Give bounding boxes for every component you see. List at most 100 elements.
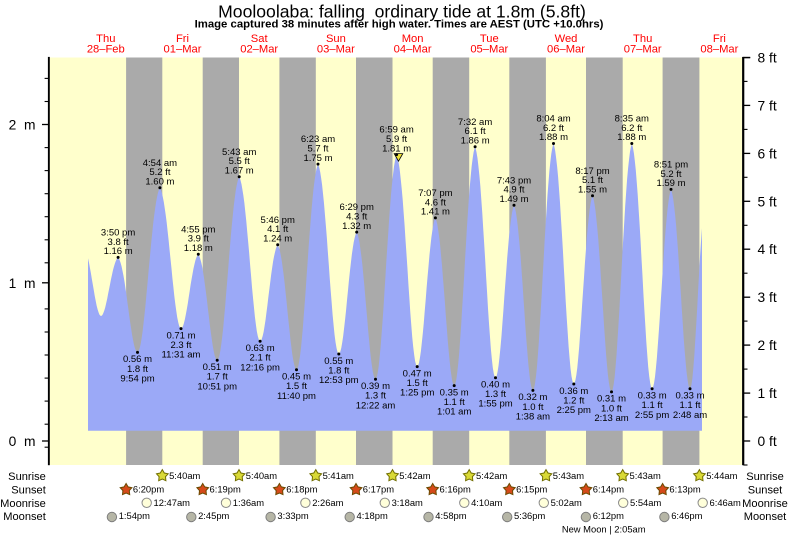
svg-text:2:48 am: 2:48 am xyxy=(673,410,707,421)
svg-text:Mon: Mon xyxy=(402,33,424,45)
svg-text:03–Mar: 03–Mar xyxy=(317,44,355,56)
svg-text:4:18pm: 4:18pm xyxy=(357,510,388,521)
svg-text:28–Feb: 28–Feb xyxy=(87,44,125,56)
svg-text:6:29 pm: 6:29 pm xyxy=(340,202,374,213)
svg-text:New Moon | 2:05am: New Moon | 2:05am xyxy=(562,523,646,534)
svg-text:7 ft: 7 ft xyxy=(758,98,777,113)
svg-text:5:42am: 5:42am xyxy=(399,470,430,481)
svg-text:6:12pm: 6:12pm xyxy=(593,510,624,521)
svg-text:Wed: Wed xyxy=(555,33,578,45)
svg-text:0.63 m: 0.63 m xyxy=(246,343,275,354)
svg-text:5:36pm: 5:36pm xyxy=(514,510,545,521)
svg-text:1.67 m: 1.67 m xyxy=(225,165,254,176)
svg-text:4.9 ft: 4.9 ft xyxy=(503,185,524,196)
svg-text:1.49 m: 1.49 m xyxy=(499,194,528,205)
svg-text:7:32 am: 7:32 am xyxy=(458,117,492,128)
svg-text:Mooloolaba: falling ordinary: Mooloolaba: falling ordinary tide at 1.8… xyxy=(218,2,586,22)
svg-text:05–Mar: 05–Mar xyxy=(470,44,508,56)
svg-text:2:26am: 2:26am xyxy=(312,497,343,508)
svg-text:0 m: 0 m xyxy=(9,434,36,449)
svg-text:0.51 m: 0.51 m xyxy=(203,362,232,373)
svg-text:1.59 m: 1.59 m xyxy=(656,178,685,189)
svg-text:4.6 ft: 4.6 ft xyxy=(425,197,446,208)
svg-text:8 ft: 8 ft xyxy=(758,51,777,66)
svg-text:0.36 m: 0.36 m xyxy=(559,386,588,397)
svg-text:1.75 m: 1.75 m xyxy=(303,153,332,164)
svg-text:Moonrise: Moonrise xyxy=(742,498,788,510)
svg-text:1.5 ft: 1.5 ft xyxy=(407,378,428,389)
svg-text:6:17pm: 6:17pm xyxy=(363,483,394,494)
svg-text:1.3 ft: 1.3 ft xyxy=(365,391,386,402)
svg-text:8:35 am: 8:35 am xyxy=(615,114,649,125)
svg-text:1.3 ft: 1.3 ft xyxy=(485,389,506,400)
svg-text:5.2 ft: 5.2 ft xyxy=(660,169,681,180)
svg-text:10:51 pm: 10:51 pm xyxy=(197,381,237,392)
svg-text:6:19pm: 6:19pm xyxy=(210,483,241,494)
svg-text:0.71 m: 0.71 m xyxy=(166,330,195,341)
svg-text:1.88 m: 1.88 m xyxy=(539,132,568,143)
svg-text:8:04 am: 8:04 am xyxy=(536,114,570,125)
svg-text:Sunrise: Sunrise xyxy=(746,471,784,483)
svg-text:Moonset: Moonset xyxy=(744,511,787,523)
svg-text:4:58pm: 4:58pm xyxy=(435,510,466,521)
svg-text:0.33 m: 0.33 m xyxy=(638,391,667,402)
svg-text:1.0 ft: 1.0 ft xyxy=(601,403,622,414)
svg-text:0.33 m: 0.33 m xyxy=(675,391,704,402)
svg-text:4:10am: 4:10am xyxy=(471,497,502,508)
svg-text:6:23 am: 6:23 am xyxy=(301,134,335,145)
svg-text:5 ft: 5 ft xyxy=(758,194,777,209)
svg-text:5.2 ft: 5.2 ft xyxy=(149,167,170,178)
svg-text:Fri: Fri xyxy=(713,33,726,45)
svg-text:6 ft: 6 ft xyxy=(758,146,777,161)
svg-text:6:46pm: 6:46pm xyxy=(671,510,702,521)
svg-text:06–Mar: 06–Mar xyxy=(547,44,585,56)
svg-text:5:44am: 5:44am xyxy=(706,470,737,481)
svg-text:0.31 m: 0.31 m xyxy=(597,394,626,405)
svg-text:2:55 pm: 2:55 pm xyxy=(635,410,669,421)
svg-text:08–Mar: 08–Mar xyxy=(700,44,738,56)
svg-text:3:50 pm: 3:50 pm xyxy=(101,228,135,239)
svg-text:7:07 pm: 7:07 pm xyxy=(418,188,452,199)
svg-text:Sunset: Sunset xyxy=(748,484,783,496)
svg-text:4:54 am: 4:54 am xyxy=(143,158,177,169)
svg-text:2:13 am: 2:13 am xyxy=(594,413,628,424)
svg-text:5:43 am: 5:43 am xyxy=(222,147,256,158)
svg-text:3:33pm: 3:33pm xyxy=(277,510,308,521)
svg-text:07–Mar: 07–Mar xyxy=(624,44,662,56)
svg-text:3 ft: 3 ft xyxy=(758,290,777,305)
svg-text:1.81 m: 1.81 m xyxy=(382,143,411,154)
svg-text:6.1 ft: 6.1 ft xyxy=(465,126,486,137)
svg-text:1.5 ft: 1.5 ft xyxy=(286,381,307,392)
svg-text:1.1 ft: 1.1 ft xyxy=(679,400,700,411)
svg-text:4:55 pm: 4:55 pm xyxy=(181,224,215,235)
svg-text:1.86 m: 1.86 m xyxy=(461,135,490,146)
svg-text:5.1 ft: 5.1 ft xyxy=(582,175,603,186)
svg-text:1.24 m: 1.24 m xyxy=(263,234,292,245)
svg-text:2 m: 2 m xyxy=(9,118,36,133)
svg-text:12:53 pm: 12:53 pm xyxy=(319,375,359,386)
svg-text:1.32 m: 1.32 m xyxy=(342,221,371,232)
svg-text:3:18am: 3:18am xyxy=(392,497,423,508)
svg-text:8:51 pm: 8:51 pm xyxy=(654,160,688,171)
svg-text:Moonset: Moonset xyxy=(3,511,46,523)
svg-text:04–Mar: 04–Mar xyxy=(394,44,432,56)
svg-text:4.1 ft: 4.1 ft xyxy=(267,224,288,235)
svg-text:5:43am: 5:43am xyxy=(630,470,661,481)
svg-text:0 ft: 0 ft xyxy=(758,434,777,449)
svg-text:1.8 ft: 1.8 ft xyxy=(328,365,349,376)
svg-text:4.3 ft: 4.3 ft xyxy=(346,212,367,223)
svg-text:0.32 m: 0.32 m xyxy=(518,392,547,403)
svg-text:Sat: Sat xyxy=(251,33,269,45)
svg-text:02–Mar: 02–Mar xyxy=(240,44,278,56)
svg-text:6:15pm: 6:15pm xyxy=(516,483,547,494)
svg-text:2:45pm: 2:45pm xyxy=(198,510,229,521)
svg-text:5.5 ft: 5.5 ft xyxy=(229,156,250,167)
svg-text:6:18pm: 6:18pm xyxy=(286,483,317,494)
svg-text:1.8 ft: 1.8 ft xyxy=(127,364,148,375)
svg-text:2.1 ft: 2.1 ft xyxy=(250,353,271,364)
svg-text:1.41 m: 1.41 m xyxy=(421,207,450,218)
svg-text:5.7 ft: 5.7 ft xyxy=(307,144,328,155)
svg-text:Sun: Sun xyxy=(326,33,346,45)
svg-text:1.55 m: 1.55 m xyxy=(578,184,607,195)
svg-text:6:46am: 6:46am xyxy=(710,497,741,508)
